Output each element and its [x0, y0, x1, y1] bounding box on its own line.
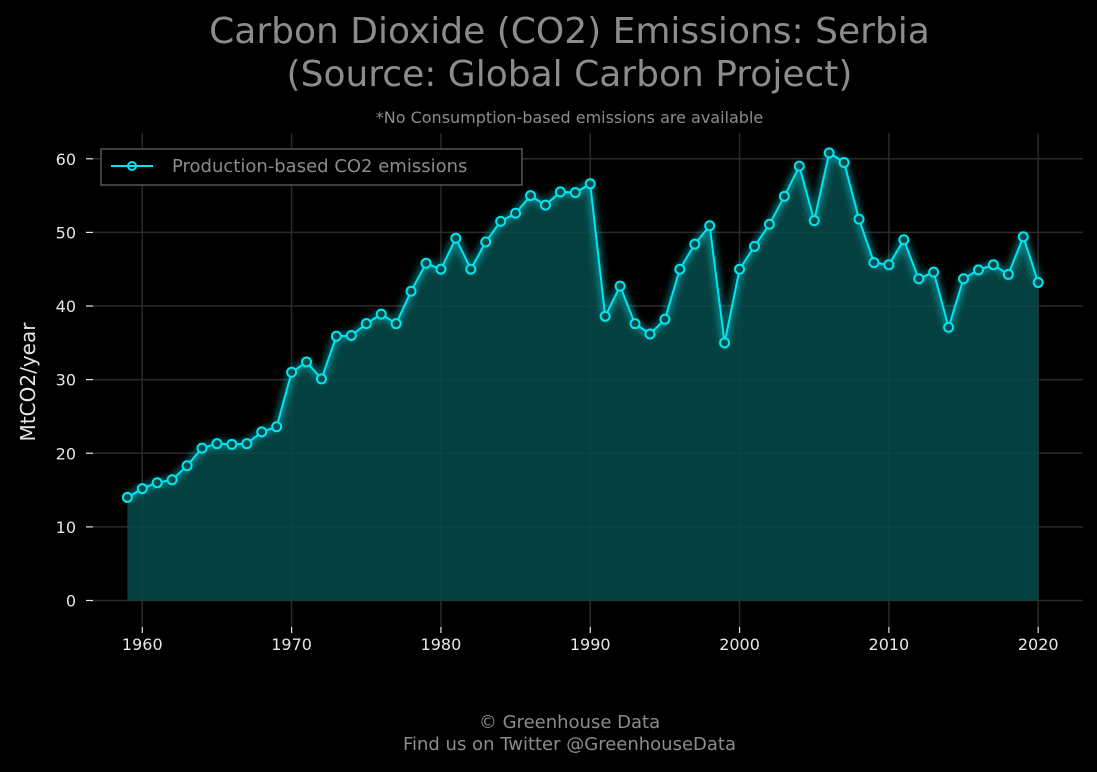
y-tick-label: 50: [56, 223, 76, 242]
data-point-2009: [868, 257, 880, 269]
data-point-1966: [226, 438, 238, 450]
legend-entry-production: Production-based CO2 emissions: [172, 156, 467, 177]
footer: © Greenhouse Data Find us on Twitter @Gr…: [0, 712, 1097, 756]
chart-title: Carbon Dioxide (CO2) Emissions: Serbia (…: [0, 10, 1097, 96]
data-point-1985: [510, 207, 522, 219]
data-point-1980: [435, 263, 447, 275]
footer-twitter: Find us on Twitter @GreenhouseData: [402, 734, 737, 755]
y-tick-label: 40: [56, 297, 76, 316]
data-point-1981: [450, 232, 462, 244]
x-tick-label: 1990: [570, 635, 611, 654]
data-point-2012: [913, 273, 925, 285]
data-point-1974: [345, 329, 357, 341]
data-point-1972: [315, 373, 327, 385]
data-point-1962: [166, 474, 178, 486]
x-tick-label: 2010: [869, 635, 910, 654]
x-tick-label: 1980: [421, 635, 462, 654]
data-point-1988: [554, 186, 566, 198]
x-tick-label: 1970: [271, 635, 312, 654]
y-axis: 0 10 20 30 40 50 60: [56, 150, 93, 610]
y-tick-label: 60: [56, 150, 76, 169]
data-point-1979: [420, 257, 432, 269]
y-tick-label: 0: [66, 591, 76, 610]
data-point-1990: [584, 178, 596, 190]
data-point-1977: [390, 318, 402, 330]
data-point-2002: [763, 218, 775, 230]
data-point-2004: [793, 160, 805, 172]
data-point-2016: [972, 264, 984, 276]
chart-subtitle: *No Consumption-based emissions are avai…: [375, 108, 764, 127]
data-point-2019: [1017, 231, 1029, 243]
data-point-1965: [211, 438, 223, 450]
data-point-1993: [629, 318, 641, 330]
data-point-2000: [734, 263, 746, 275]
data-point-2020: [1032, 276, 1044, 288]
chart-title-line-1: Carbon Dioxide (CO2) Emissions: Serbia: [209, 11, 930, 52]
data-point-1994: [644, 328, 656, 340]
data-point-1995: [659, 313, 671, 325]
y-tick-label: 30: [56, 371, 76, 390]
data-point-1968: [256, 426, 268, 438]
data-point-2010: [883, 259, 895, 271]
legend-marker-swatch: [127, 161, 137, 171]
data-point-1987: [539, 199, 551, 211]
x-axis: 1960 1970 1980 1990 2000 2010 2020: [122, 627, 1059, 654]
data-point-1996: [674, 263, 686, 275]
y-tick-label: 20: [56, 444, 76, 463]
emissions-chart: 1960 1970 1980 1990 2000 2010 2020 0 10 20 30 40 50…: [16, 133, 1083, 654]
data-point-1967: [241, 438, 253, 450]
data-point-1959: [121, 491, 133, 503]
data-point-1983: [480, 236, 492, 248]
data-point-1971: [301, 356, 313, 368]
data-point-2005: [808, 215, 820, 227]
data-point-1963: [181, 460, 193, 472]
data-point-1978: [405, 285, 417, 297]
data-point-2015: [958, 273, 970, 285]
data-point-2003: [778, 190, 790, 202]
data-point-1970: [286, 366, 298, 378]
data-point-1992: [614, 280, 626, 292]
data-point-1982: [465, 263, 477, 275]
data-point-1984: [495, 215, 507, 227]
data-point-1986: [525, 190, 537, 202]
data-point-1976: [375, 308, 387, 320]
data-point-2001: [748, 240, 760, 252]
data-point-1960: [136, 483, 148, 495]
data-point-2008: [853, 213, 865, 225]
data-point-2007: [838, 156, 850, 168]
data-point-1998: [704, 220, 716, 232]
x-tick-label: 2000: [719, 635, 760, 654]
legend: Production-based CO2 emissions: [100, 148, 523, 186]
data-point-2017: [987, 259, 999, 271]
data-point-1961: [151, 477, 163, 489]
legend-box: [100, 148, 523, 186]
y-tick-label: 10: [56, 518, 76, 537]
data-point-1973: [330, 330, 342, 342]
series-points: [121, 147, 1044, 503]
x-tick-label: 1960: [122, 635, 163, 654]
data-point-1999: [719, 337, 731, 349]
data-point-2011: [898, 234, 910, 246]
data-point-1989: [569, 187, 581, 199]
data-point-2013: [928, 266, 940, 278]
footer-copyright: © Greenhouse Data: [478, 712, 661, 733]
chart-title-line-2: (Source: Global Carbon Project): [286, 54, 853, 95]
data-point-1964: [196, 442, 208, 454]
data-point-1969: [271, 421, 283, 433]
data-point-1975: [360, 318, 372, 330]
x-tick-label: 2020: [1018, 635, 1059, 654]
data-point-2006: [823, 147, 835, 159]
y-axis-label: MtCO2/year: [16, 322, 40, 442]
series-area-fill: [127, 152, 1039, 601]
data-point-2014: [943, 321, 955, 333]
data-point-1997: [689, 238, 701, 250]
data-point-1991: [599, 310, 611, 322]
data-point-2018: [1002, 268, 1014, 280]
